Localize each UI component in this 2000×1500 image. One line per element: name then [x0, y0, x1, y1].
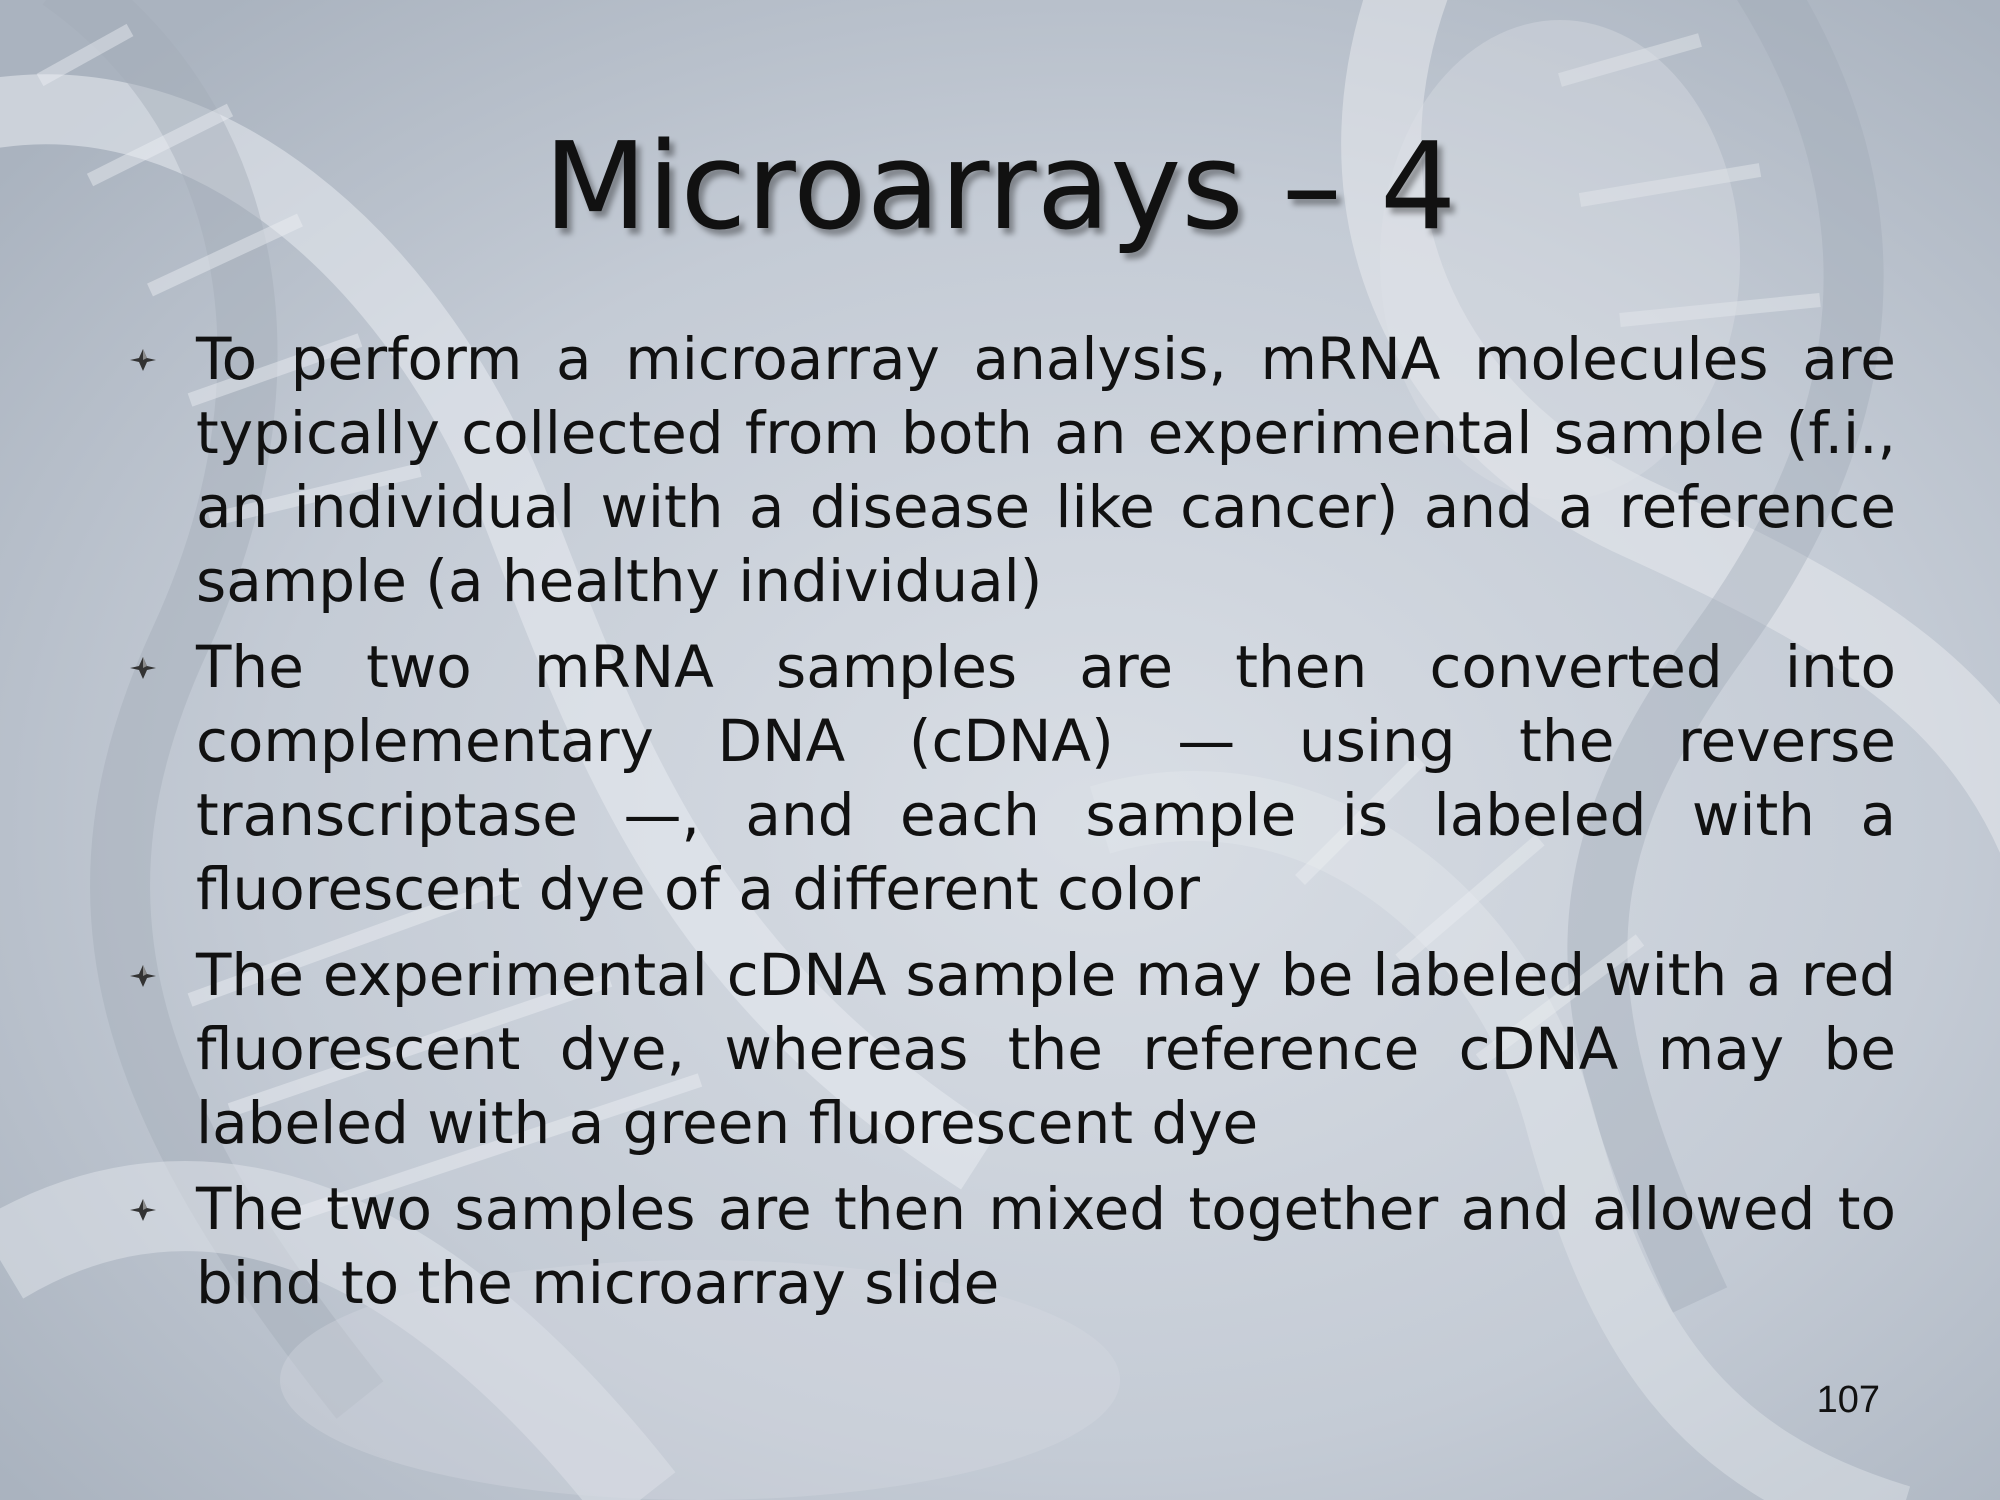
bullet-list: To perform a microarray analysis, mRNA m… [130, 322, 1896, 1332]
bullet-text: The experimental cDNA sample may be labe… [196, 941, 1896, 1157]
four-point-star-bullet-icon [130, 657, 156, 679]
four-point-star-bullet-icon [130, 349, 156, 371]
four-point-star-bullet-icon [130, 965, 156, 987]
bullet-text: To perform a microarray analysis, mRNA m… [196, 325, 1896, 615]
bullet-item: To perform a microarray analysis, mRNA m… [130, 322, 1896, 618]
bullet-item: The two mRNA samples are then converted … [130, 630, 1896, 926]
bullet-text: The two samples are then mixed together … [196, 1175, 1896, 1317]
page-number: 107 [1816, 1379, 1880, 1421]
four-point-star-bullet-icon [130, 1199, 156, 1221]
bullet-text: The two mRNA samples are then converted … [196, 633, 1896, 923]
bullet-item: The two samples are then mixed together … [130, 1172, 1896, 1320]
slide-title: Microarrays – 4 [543, 118, 1457, 257]
bullet-item: The experimental cDNA sample may be labe… [130, 938, 1896, 1160]
